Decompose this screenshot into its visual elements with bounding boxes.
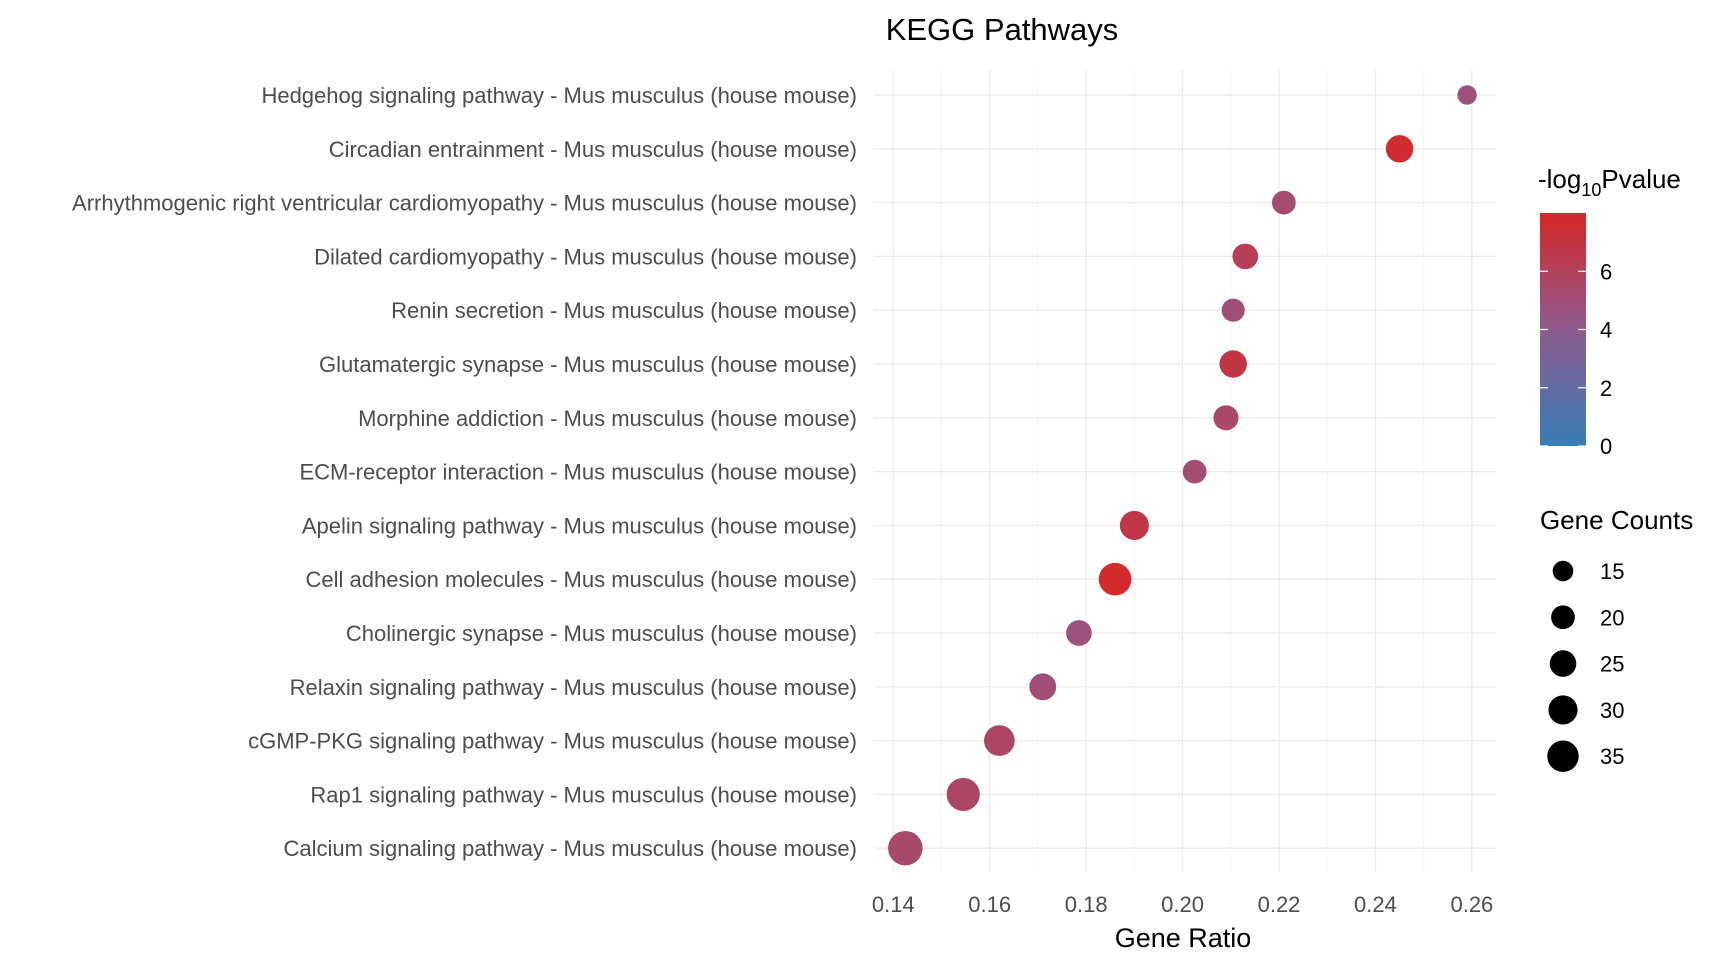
y-tick-label: Cell adhesion molecules - Mus musculus (… (306, 567, 857, 592)
data-point (1232, 243, 1259, 270)
color-legend-title: -log10Pvalue (1538, 164, 1681, 200)
size-legend-key (1547, 740, 1579, 772)
data-point (1029, 673, 1057, 701)
data-point (1066, 620, 1092, 646)
data-point (1098, 562, 1132, 596)
y-tick-label: Renin secretion - Mus musculus (house mo… (391, 298, 857, 323)
x-tick-label: 0.26 (1450, 892, 1493, 917)
data-points (888, 85, 1477, 866)
size-legend-key (1551, 605, 1575, 630)
x-tick-label: 0.22 (1258, 892, 1301, 917)
y-axis-labels: Hedgehog signaling pathway - Mus musculu… (72, 83, 857, 861)
data-point (1385, 135, 1414, 163)
y-tick-label: Relaxin signaling pathway - Mus musculus… (290, 675, 857, 700)
x-tick-label: 0.16 (968, 892, 1011, 917)
color-legend-tick-label: 6 (1600, 259, 1612, 284)
x-tick-label: 0.14 (872, 892, 915, 917)
size-legend-label: 15 (1600, 559, 1624, 584)
x-axis-label: Gene Ratio (1115, 923, 1252, 953)
y-tick-label: Morphine addiction - Mus musculus (house… (358, 406, 857, 431)
size-legend-key (1552, 560, 1574, 582)
color-legend-tick-label: 4 (1600, 318, 1612, 343)
data-point (888, 830, 923, 866)
data-point (1119, 510, 1149, 540)
y-tick-label: Glutamatergic synapse - Mus musculus (ho… (319, 352, 857, 377)
size-legend-label: 25 (1600, 652, 1624, 677)
size-legend-title: Gene Counts (1540, 505, 1693, 535)
size-legend-label: 35 (1600, 744, 1624, 769)
color-legend-tick-label: 0 (1600, 434, 1612, 459)
data-point (946, 777, 980, 811)
y-tick-label: Hedgehog signaling pathway - Mus musculu… (261, 83, 857, 108)
data-point (984, 725, 1015, 756)
y-tick-label: Dilated cardiomyopathy - Mus musculus (h… (314, 244, 857, 269)
grid-lines (874, 70, 1496, 872)
y-tick-label: Circadian entrainment - Mus musculus (ho… (329, 137, 857, 162)
y-tick-label: Cholinergic synapse - Mus musculus (hous… (346, 621, 857, 646)
y-tick-label: Apelin signaling pathway - Mus musculus … (302, 513, 857, 538)
y-tick-label: ECM-receptor interaction - Mus musculus … (299, 460, 857, 485)
data-point (1457, 85, 1477, 105)
color-legend-tick-label: 2 (1600, 376, 1612, 401)
data-point (1271, 190, 1296, 215)
x-tick-label: 0.24 (1354, 892, 1397, 917)
y-tick-label: Rap1 signaling pathway - Mus musculus (h… (310, 782, 857, 807)
y-tick-label: cGMP-PKG signaling pathway - Mus musculu… (248, 729, 857, 754)
data-point (1213, 405, 1239, 431)
size-legend-label: 20 (1600, 605, 1624, 630)
size-legend: Gene Counts 15 20 25 30 35 (1540, 505, 1693, 772)
color-legend: -log10Pvalue 0 2 4 6 (1538, 164, 1681, 459)
y-tick-label: Arrhythmogenic right ventricular cardiom… (72, 191, 857, 216)
size-legend-key (1549, 650, 1577, 677)
size-legend-label: 30 (1600, 698, 1624, 723)
data-point (1221, 298, 1245, 322)
x-tick-label: 0.18 (1065, 892, 1108, 917)
chart-title: KEGG Pathways (886, 12, 1119, 47)
data-point (1219, 350, 1247, 378)
size-legend-key (1548, 695, 1578, 725)
y-tick-label: Calcium signaling pathway - Mus musculus… (284, 836, 857, 861)
data-point (1182, 459, 1207, 484)
x-axis-ticks: 0.14 0.16 0.18 0.20 0.22 0.24 0.26 (872, 892, 1493, 917)
x-tick-label: 0.20 (1161, 892, 1204, 917)
